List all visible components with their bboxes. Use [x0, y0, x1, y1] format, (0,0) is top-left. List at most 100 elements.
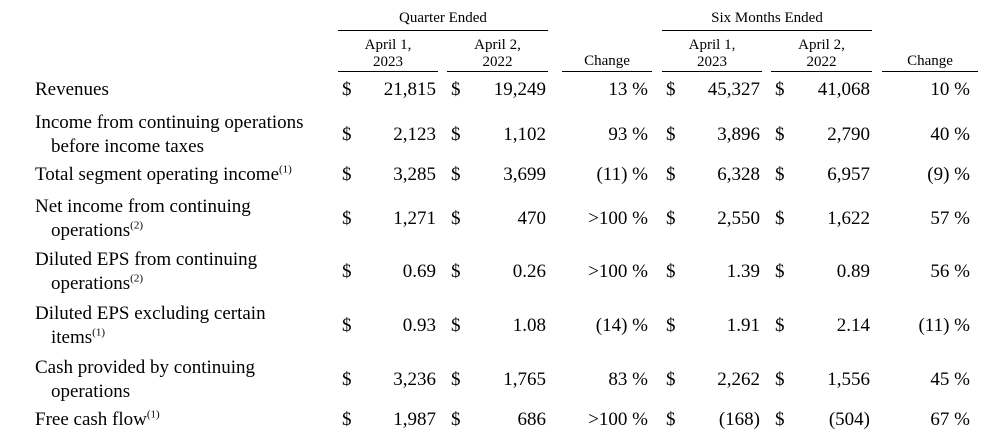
col-header-q-cur-line2: 2023	[373, 54, 403, 70]
col-header-s-prev-line1: April 2,	[798, 37, 845, 53]
col-rule-s-change	[882, 71, 978, 72]
col-header-q-cur-line1: April 1,	[364, 37, 412, 53]
currency-symbol: $	[451, 409, 461, 430]
value-q-cur: 1,987	[393, 409, 436, 430]
currency-symbol: $	[342, 79, 352, 100]
currency-symbol: $	[451, 164, 461, 185]
currency-symbol: $	[342, 261, 352, 282]
value-q-prev: 0.26	[512, 261, 546, 282]
col-header-s-cur-line2: 2023	[697, 54, 727, 70]
currency-symbol: $	[666, 315, 676, 336]
value-s-prev: 1,556	[827, 369, 870, 390]
row-label-line2: operations(2)	[35, 272, 257, 295]
row-label: Free cash flow(1)	[35, 408, 160, 431]
value-q-cur: 21,815	[383, 79, 436, 100]
value-q-prev: 19,249	[493, 79, 546, 100]
row-label-line1-text: Diluted EPS excluding certain	[35, 303, 266, 324]
row-label-line1-text: Total segment operating income	[35, 164, 280, 185]
footnote-marker: (1)	[146, 408, 160, 421]
col-rule-q-change	[562, 71, 652, 72]
currency-symbol: $	[775, 409, 785, 430]
value-s-cur: 2,550	[717, 208, 760, 229]
value-s-prev: 2,790	[827, 124, 870, 145]
row-label-line1-text: Diluted EPS from continuing	[35, 249, 258, 270]
currency-symbol: $	[666, 124, 676, 145]
currency-symbol: $	[775, 369, 785, 390]
row-label-line1: Net income from continuing	[35, 195, 251, 218]
currency-symbol: $	[775, 124, 785, 145]
value-s-prev: 2.14	[836, 315, 870, 336]
value-q-prev: 1,102	[503, 124, 546, 145]
currency-symbol: $	[666, 164, 676, 185]
value-s-prev: (504)	[828, 409, 870, 430]
currency-symbol: $	[775, 79, 785, 100]
value-q-change: >100 %	[588, 208, 648, 229]
value-q-prev: 3,699	[503, 164, 546, 185]
value-s-change: 40 %	[930, 124, 970, 145]
row-label-line2-text: operations	[51, 220, 131, 241]
row-label-line2: items(1)	[35, 326, 266, 349]
col-header-s-cur: April 1, 2023	[662, 37, 762, 71]
group-rule-six-months	[662, 30, 872, 31]
currency-symbol: $	[451, 79, 461, 100]
value-q-prev: 1.08	[512, 315, 546, 336]
currency-symbol: $	[666, 409, 676, 430]
value-s-prev: 1,622	[827, 208, 870, 229]
col-header-s-prev-line2: 2022	[806, 54, 837, 70]
row-label-line1-text: Income from continuing operations	[35, 112, 304, 133]
value-q-cur: 3,285	[393, 164, 436, 185]
row-label: Net income from continuing operations(2)	[35, 195, 251, 242]
row-label-line1: Total segment operating income(1)	[35, 163, 292, 186]
col-rule-q-cur	[338, 71, 438, 72]
row-label: Cash provided by continuing operations	[35, 356, 255, 403]
row-label-line2: operations	[35, 380, 255, 403]
currency-symbol: $	[666, 261, 676, 282]
value-q-change: 83 %	[608, 369, 648, 390]
row-label-line2: before income taxes	[35, 135, 304, 158]
col-header-q-prev: April 2, 2022	[447, 37, 548, 71]
value-s-cur: 1.91	[726, 315, 760, 336]
value-s-change: 10 %	[930, 79, 970, 100]
group-header-quarter: Quarter Ended	[399, 10, 487, 26]
value-q-change: (14) %	[595, 315, 648, 336]
value-q-prev: 470	[517, 208, 547, 229]
value-s-prev: 6,957	[827, 164, 870, 185]
row-label-line1: Cash provided by continuing	[35, 356, 255, 379]
col-header-q-prev-line2: 2022	[482, 54, 513, 70]
currency-symbol: $	[451, 208, 461, 229]
col-header-s-prev: April 2, 2022	[771, 37, 872, 71]
value-s-change: (11) %	[918, 315, 970, 336]
currency-symbol: $	[666, 79, 676, 100]
row-label-line2-text: operations	[51, 381, 131, 402]
currency-symbol: $	[342, 315, 352, 336]
value-s-cur: 2,262	[717, 369, 760, 390]
value-q-prev: 686	[517, 409, 547, 430]
value-s-change: 67 %	[930, 409, 970, 430]
col-rule-q-prev	[447, 71, 548, 72]
currency-symbol: $	[666, 208, 676, 229]
value-s-cur: 45,327	[707, 79, 760, 100]
currency-symbol: $	[342, 369, 352, 390]
currency-symbol: $	[342, 208, 352, 229]
value-s-change: 45 %	[930, 369, 970, 390]
row-label-line2-text: before income taxes	[51, 136, 204, 157]
row-label-line1: Diluted EPS excluding certain	[35, 302, 266, 325]
value-s-change: 57 %	[930, 208, 970, 229]
col-rule-s-prev	[771, 71, 872, 72]
currency-symbol: $	[451, 369, 461, 390]
value-q-change: (11) %	[596, 164, 648, 185]
value-q-cur: 0.69	[402, 261, 436, 282]
row-label-line2: operations(2)	[35, 219, 251, 242]
row-label-line1: Diluted EPS from continuing	[35, 248, 257, 271]
group-header-six-months: Six Months Ended	[711, 10, 823, 26]
row-label: Total segment operating income(1)	[35, 163, 292, 186]
currency-symbol: $	[775, 261, 785, 282]
value-s-prev: 0.89	[836, 261, 870, 282]
row-label-line1-text: Revenues	[35, 79, 109, 100]
currency-symbol: $	[342, 409, 352, 430]
value-q-change: >100 %	[588, 261, 648, 282]
value-s-change: 56 %	[930, 261, 970, 282]
value-s-prev: 41,068	[817, 79, 870, 100]
currency-symbol: $	[666, 369, 676, 390]
